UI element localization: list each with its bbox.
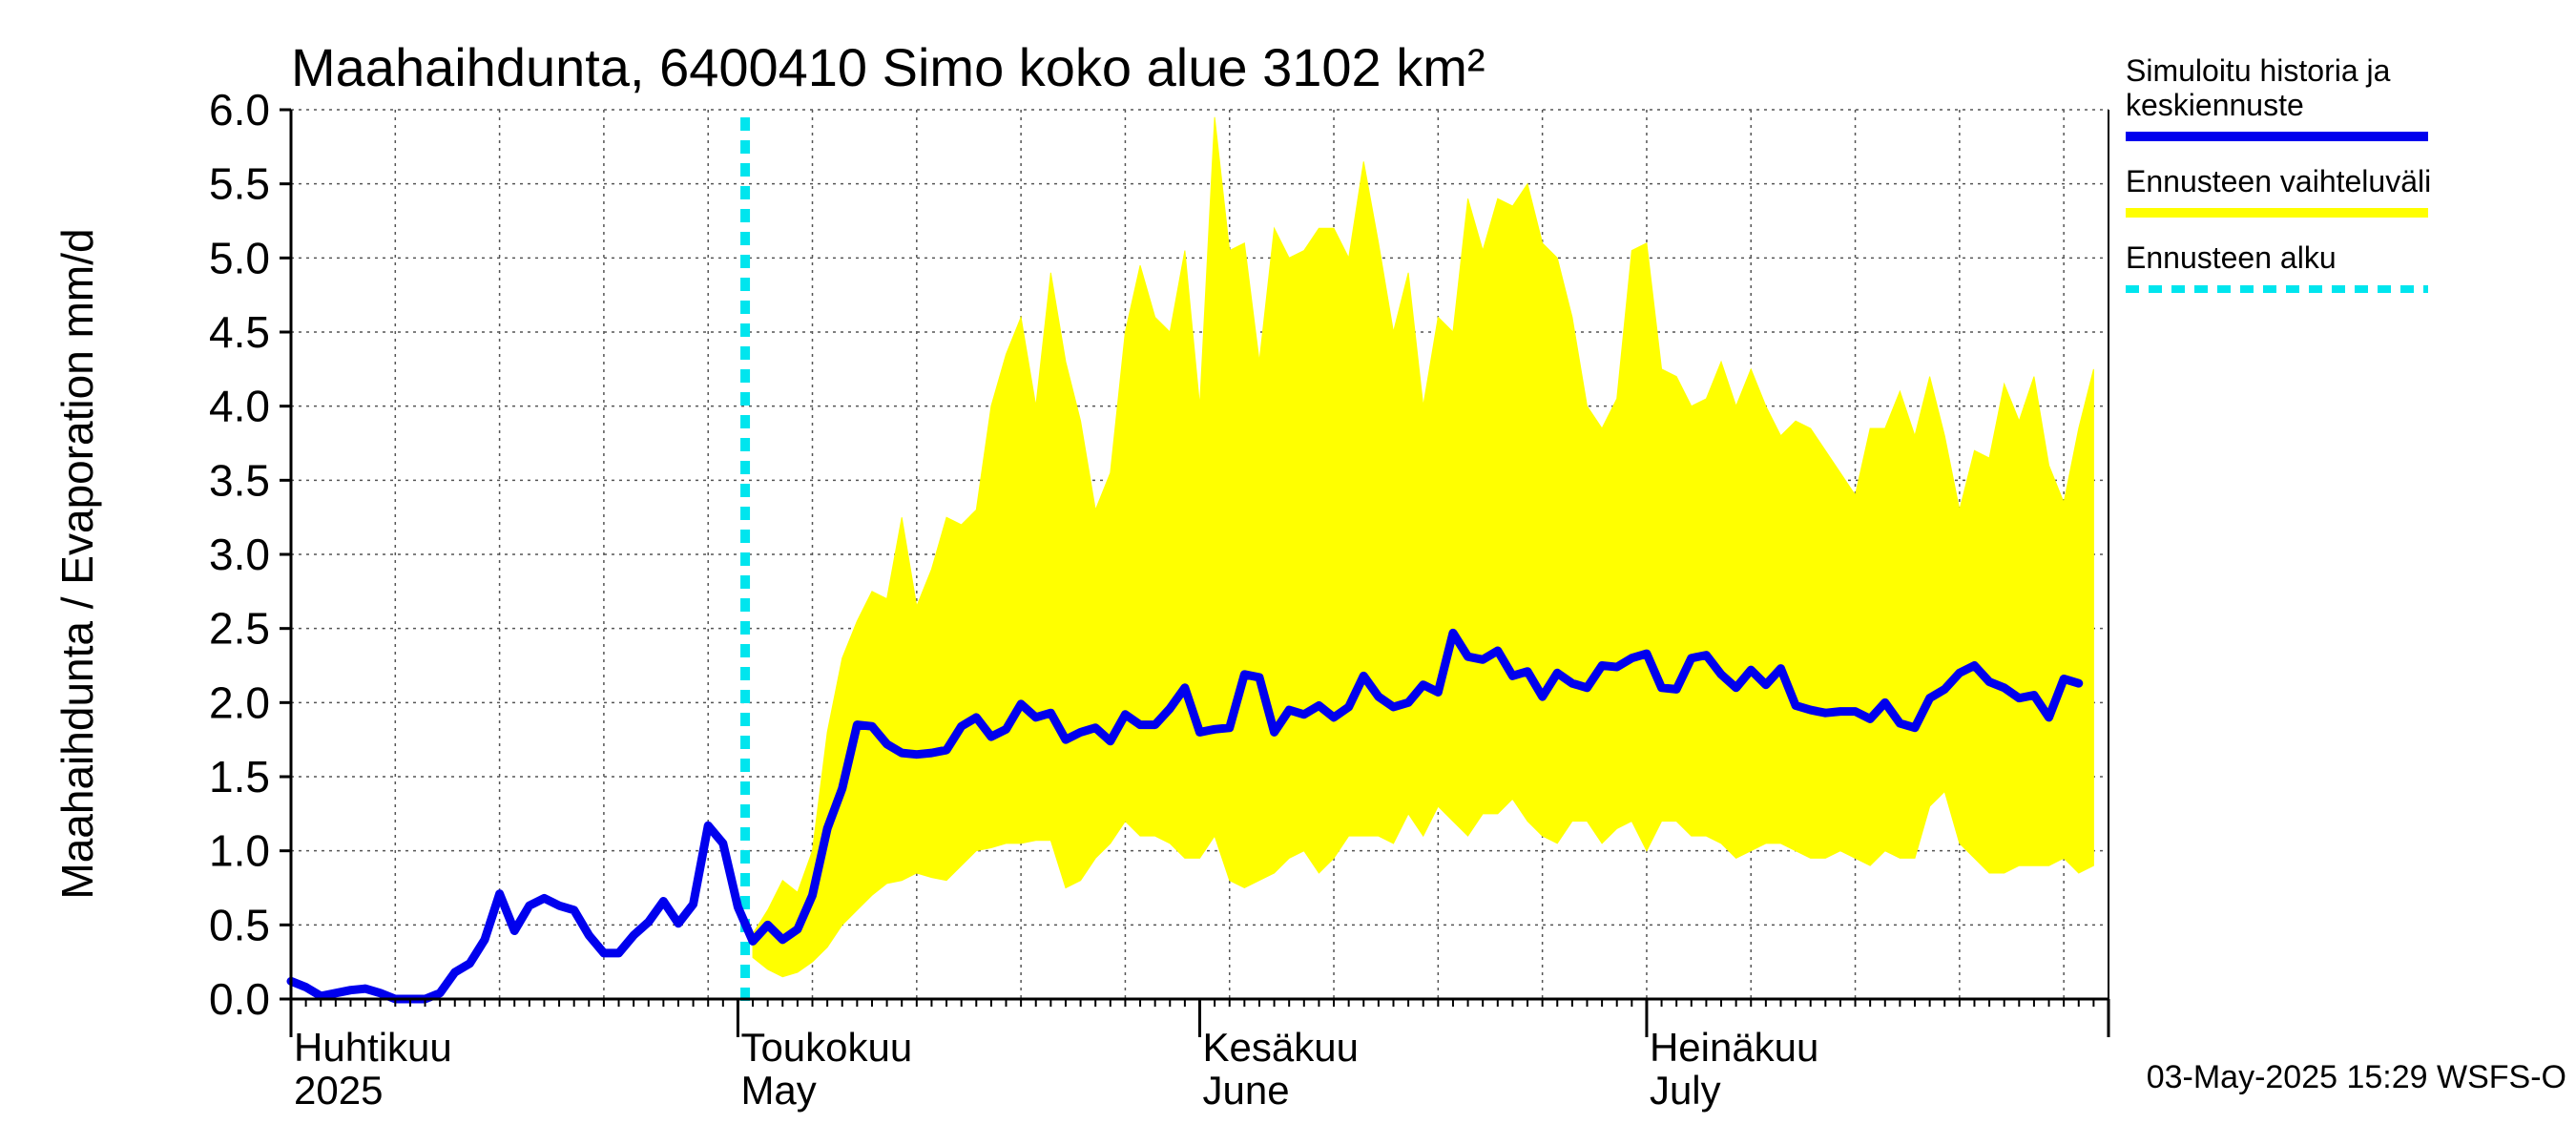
y-tick-label: 4.0	[209, 382, 270, 431]
x-month-label-fi: Kesäkuu	[1203, 1025, 1359, 1070]
footer-timestamp: 03-May-2025 15:29 WSFS-O	[2147, 1059, 2566, 1095]
y-tick-label: 6.0	[209, 85, 270, 135]
y-tick-label: 5.0	[209, 233, 270, 282]
y-tick-label: 2.0	[209, 677, 270, 727]
x-month-label-fi: Toukokuu	[740, 1025, 912, 1070]
x-month-label-en: 2025	[294, 1068, 383, 1113]
forecast-range-band	[752, 116, 2094, 978]
y-tick-label: 1.0	[209, 826, 270, 876]
x-month-label-en: July	[1650, 1068, 1721, 1113]
y-tick-label: 4.5	[209, 307, 270, 357]
y-tick-label: 3.0	[209, 530, 270, 579]
y-tick-label: 1.5	[209, 752, 270, 802]
forecast-band-area	[752, 116, 2094, 978]
simulated-history-line	[286, 628, 2084, 1004]
legend-label: Simuloitu historia ja	[2126, 53, 2391, 88]
x-month-label-en: June	[1203, 1068, 1290, 1113]
y-tick-label: 3.5	[209, 455, 270, 505]
y-tick-label: 0.0	[209, 974, 270, 1024]
legend-label: Ennusteen vaihteluväli	[2126, 164, 2431, 198]
y-tick-label: 5.5	[209, 159, 270, 209]
legend-label: keskiennuste	[2126, 88, 2304, 122]
x-month-label-fi: Huhtikuu	[294, 1025, 452, 1070]
chart-title: Maahaihdunta, 6400410 Simo koko alue 310…	[291, 37, 1485, 97]
legend-label: Ennusteen alku	[2126, 240, 2337, 275]
y-tick-label: 0.5	[209, 900, 270, 949]
x-month-label-fi: Heinäkuu	[1650, 1025, 1818, 1070]
series-line	[286, 628, 2084, 1004]
y-axis-ticks: 0.0 0.5 1.0 1.5 2.0 2.5 3.0 3.5 4.0 4.5 5.0 5.5 6.0	[209, 85, 291, 1024]
y-axis-label: Maahaihdunta / Evaporation mm/d	[52, 228, 102, 899]
x-month-label-en: May	[740, 1068, 816, 1113]
y-tick-label: 2.5	[209, 604, 270, 654]
